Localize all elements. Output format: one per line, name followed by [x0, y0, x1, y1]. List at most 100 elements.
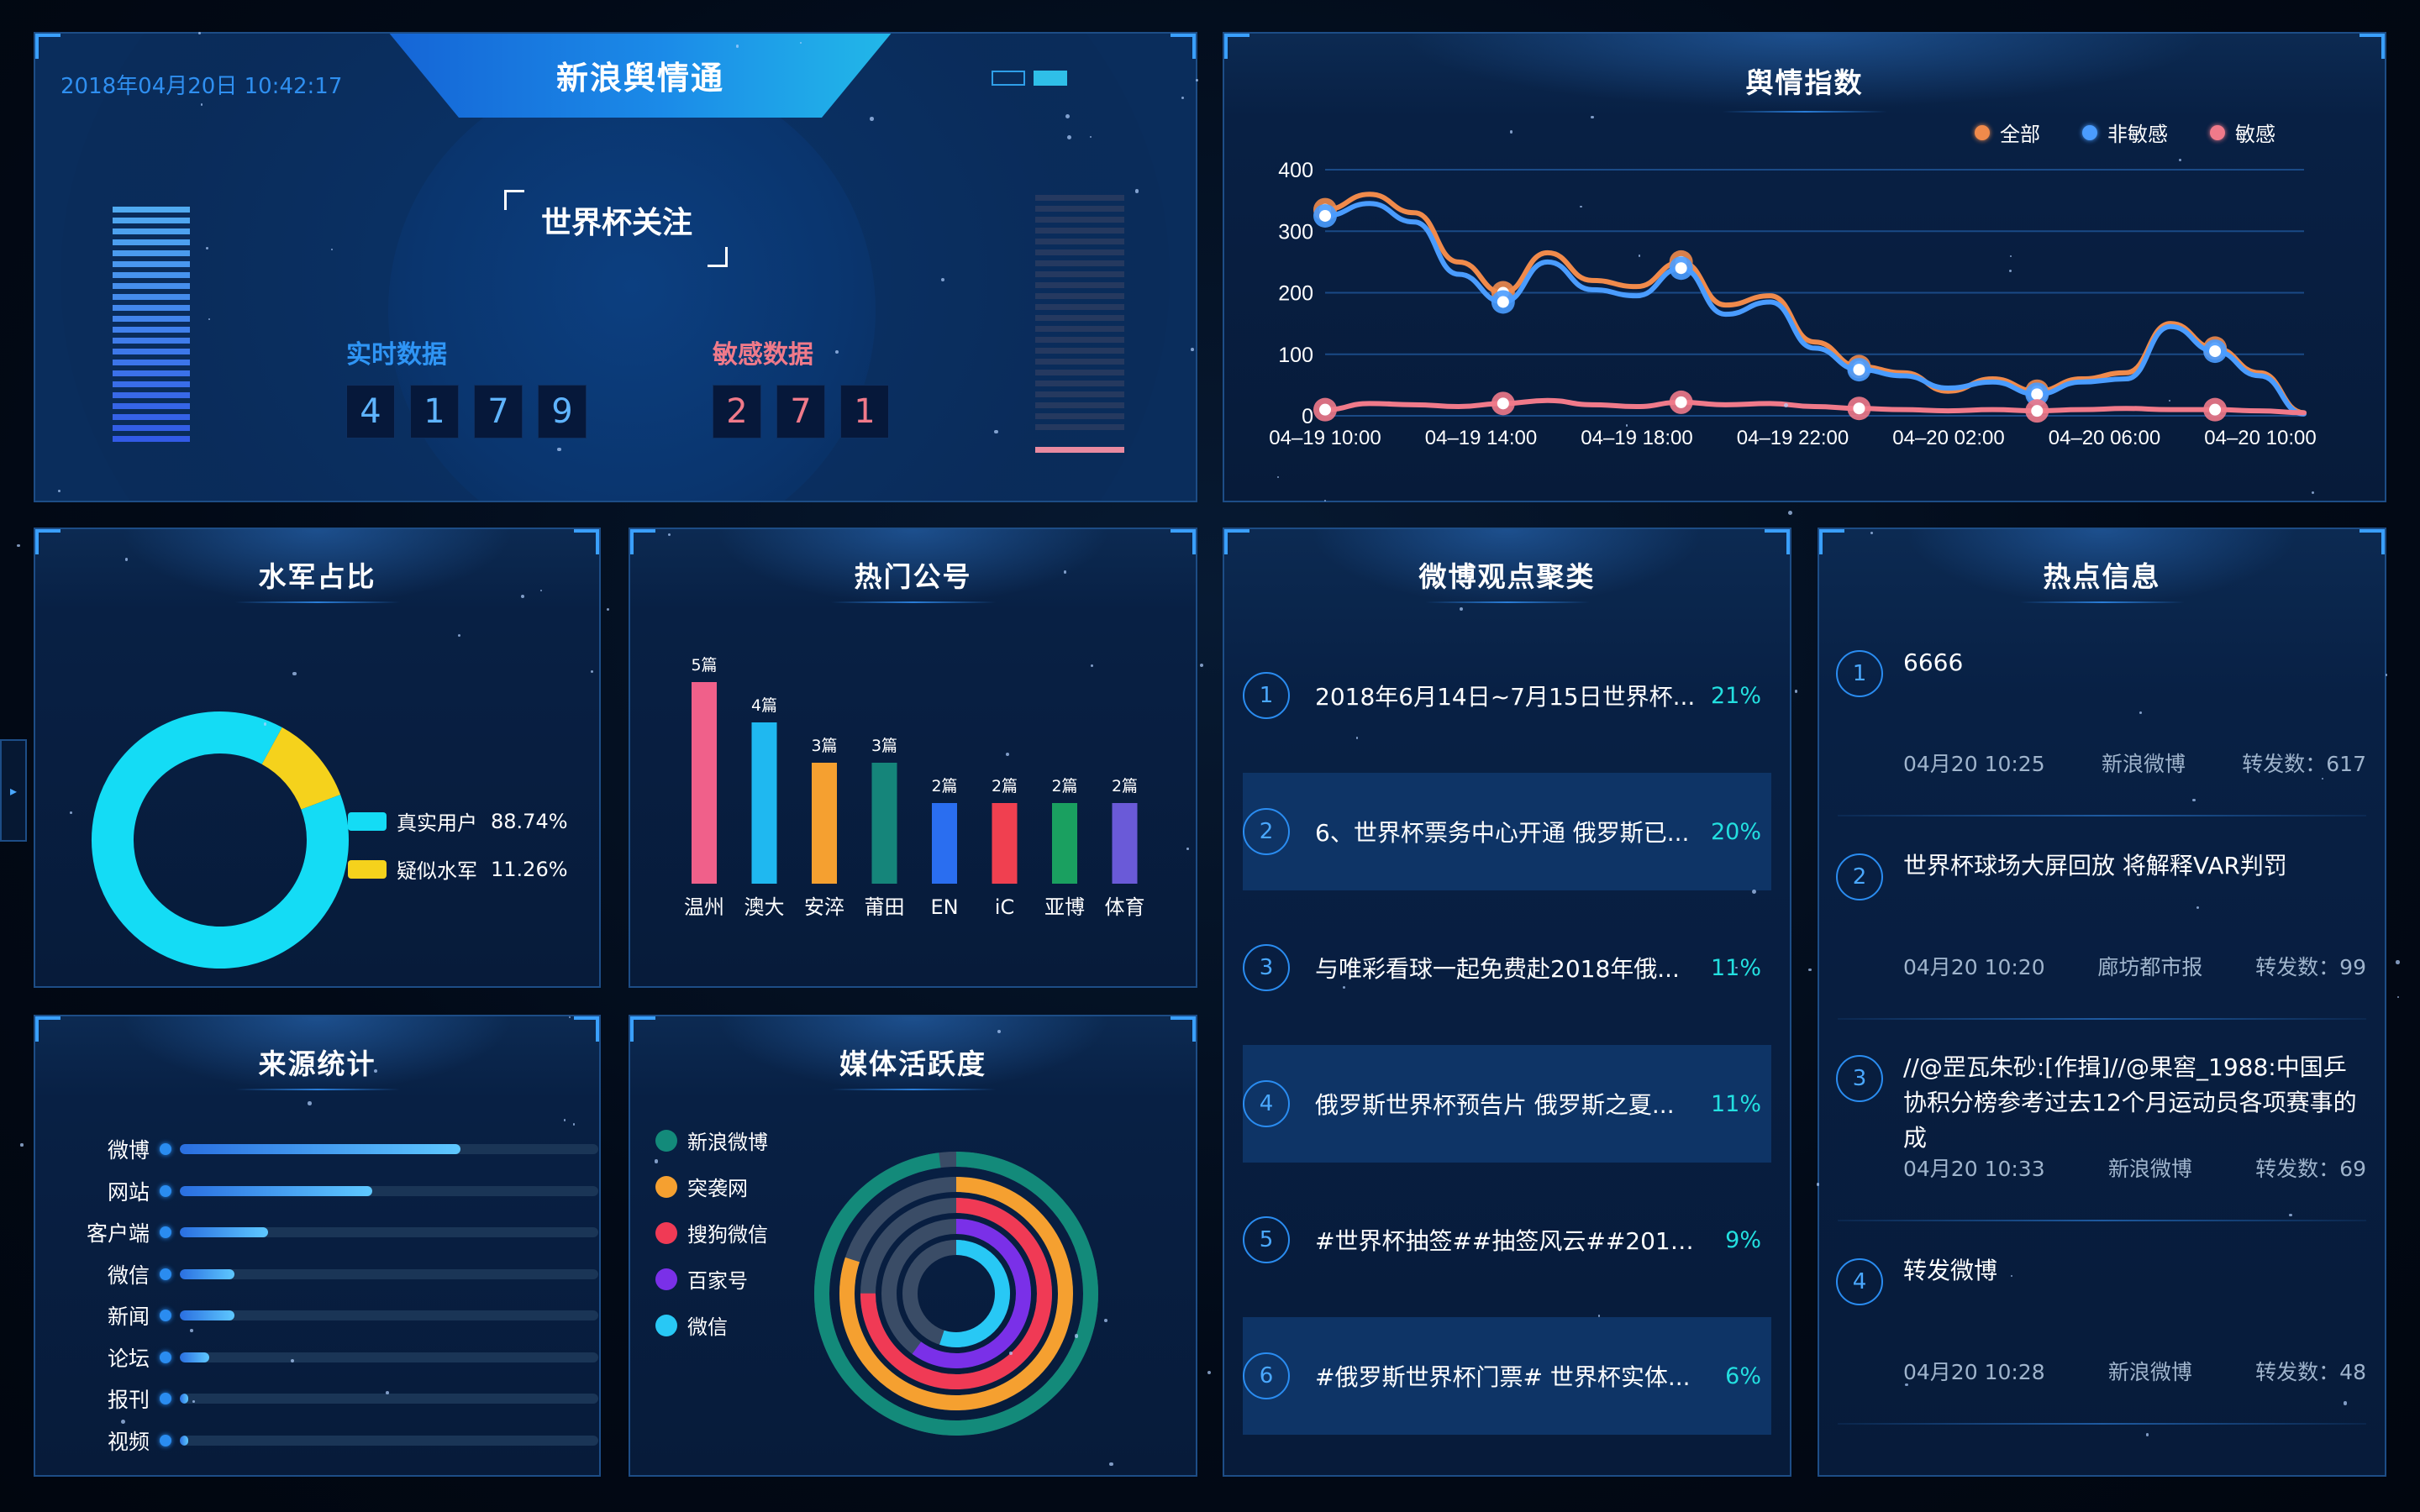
level-bar-segment — [1035, 326, 1124, 332]
star-dot — [2192, 798, 2196, 801]
source-dot-icon — [160, 1184, 171, 1197]
source-label: 网站 — [107, 1179, 150, 1205]
star-dot — [2385, 674, 2388, 676]
cluster-row[interactable]: 5 #世界杯抽签##抽签风云##2018俄... 9% — [1243, 1181, 1771, 1299]
legend-swatch — [348, 811, 387, 831]
star-dot — [1808, 968, 1812, 972]
weibo-clusters-title: 微博观点聚类 — [1418, 560, 1596, 593]
source-bar-track — [180, 1310, 598, 1320]
star-dot — [572, 1123, 576, 1126]
water-army-panel: 水军占比 真实用户 88.74% 疑似水军 11.26% — [34, 528, 601, 988]
header-toggle-icons[interactable] — [992, 71, 1067, 86]
level-bar-segment — [113, 283, 190, 289]
series-point-center — [1319, 209, 1331, 222]
star-dot — [1181, 97, 1185, 100]
x-tick-label: 04–19 22:00 — [1737, 427, 1849, 449]
source-row: 视频 — [69, 1425, 598, 1456]
donut-slice — [260, 727, 341, 811]
star-dot — [385, 1391, 389, 1395]
source-row: 报刊 — [69, 1383, 598, 1414]
counter-digit: 4 — [346, 385, 395, 438]
star-dot — [1459, 607, 1463, 612]
bar-category-label: 体育 — [1105, 895, 1145, 919]
legend-label: 微信 — [687, 1315, 728, 1339]
item-divider — [1838, 815, 2366, 816]
cluster-row[interactable]: 6 #俄罗斯世界杯门票# 世界杯实体... 6% — [1243, 1317, 1771, 1435]
ring-arc-3 — [881, 1219, 1031, 1368]
star-dot — [1510, 130, 1513, 134]
hot-info-title[interactable]: //@罡瓦朱砂:[作揖]//@果窖_1988:中国乒协积分榜参考过去12个月运动… — [1903, 1053, 2357, 1152]
star-dot — [208, 318, 211, 321]
level-bar-segment — [1035, 348, 1124, 354]
y-tick-label: 300 — [1278, 220, 1313, 244]
star-dot — [2311, 491, 2315, 495]
level-bar-segment — [1035, 271, 1124, 277]
star-dot — [1090, 136, 1092, 139]
source-bar-track — [180, 1435, 598, 1446]
star-dot — [205, 246, 209, 250]
series-point-center — [1853, 364, 1865, 376]
star-dot — [190, 1328, 193, 1332]
star-dot — [192, 1400, 196, 1403]
cluster-text: 与唯彩看球一起免费赴2018年俄... — [1315, 955, 1680, 983]
source-row: 新闻 — [69, 1300, 598, 1331]
title-underline — [234, 601, 400, 603]
hot-info-title[interactable]: 世界杯球场大屏回放 将解释VAR判罚 — [1903, 852, 2287, 879]
legend-item: 搜狗微信 — [655, 1218, 768, 1247]
level-bar-segment — [113, 349, 190, 354]
hot-info-title[interactable]: 6666 — [1903, 648, 1964, 676]
level-bar-segment — [1035, 402, 1124, 408]
star-dot — [2396, 995, 2400, 999]
star-dot — [1816, 1183, 1820, 1186]
series-point-center — [1497, 296, 1509, 308]
series-line-2 — [1323, 397, 2307, 416]
bar-1 — [751, 722, 777, 884]
hot-info-title[interactable]: 转发微博 — [1903, 1257, 1998, 1284]
cluster-text: 6、世界杯票务中心开通 俄罗斯已... — [1315, 819, 1690, 847]
rank-number: 2 — [1836, 853, 1883, 900]
star-dot — [2009, 270, 2012, 273]
level-bar-segment — [1035, 304, 1124, 310]
counter-digit: 1 — [840, 385, 889, 438]
star-dot — [735, 45, 739, 48]
title-underline — [830, 1089, 996, 1090]
y-tick-label: 0 — [1302, 405, 1313, 428]
rank-number: 5 — [1243, 1216, 1290, 1263]
source-bar-fill — [180, 1352, 209, 1362]
star-dot — [1207, 1370, 1211, 1374]
cluster-row[interactable]: 1 2018年6月14日~7月15日世界杯... 21% — [1243, 637, 1771, 754]
bar-4 — [932, 803, 957, 884]
star-dot — [291, 1359, 295, 1363]
source-label: 微博 — [107, 1138, 150, 1163]
star-dot — [1186, 848, 1189, 850]
level-bar-segment — [1035, 228, 1124, 234]
legend-dot-icon — [655, 1129, 677, 1152]
sentiment-legend: 全部 非敏感 敏感 — [1975, 118, 2275, 147]
ring-arc-4 — [902, 1240, 1010, 1347]
rank-number: 4 — [1836, 1258, 1883, 1305]
level-bar-segment — [113, 218, 190, 223]
rank-number: 3 — [1243, 944, 1290, 991]
hot-accounts-title: 热门公号 — [854, 560, 972, 593]
legend-dot-icon — [2082, 124, 2097, 140]
star-dot — [1104, 1319, 1107, 1322]
cluster-row[interactable]: 2 6、世界杯票务中心开通 俄罗斯已... 20% — [1243, 773, 1771, 890]
app-title: 新浪舆情通 — [555, 60, 724, 97]
media-activity-panel: 媒体活跃度 新浪微博 突袭网 搜狗微信 百家号 微信 — [629, 1015, 1197, 1477]
level-bar-segment — [113, 207, 190, 213]
source-bar-track — [180, 1268, 598, 1279]
level-bar-segment — [113, 228, 190, 234]
bar-0 — [692, 682, 717, 884]
hot-info-reposts: 转发数：99 — [2255, 955, 2366, 979]
star-dot — [2343, 1401, 2348, 1405]
side-expand-handle[interactable]: ▸ — [0, 739, 27, 842]
filled-rect-icon[interactable] — [1034, 71, 1067, 86]
star-dot — [668, 533, 671, 536]
source-stats-title: 来源统计 — [258, 1047, 376, 1080]
hot-info-time: 04月20 10:25 — [1903, 752, 2045, 776]
outline-rect-icon[interactable] — [992, 71, 1025, 86]
cluster-row[interactable]: 3 与唯彩看球一起免费赴2018年俄... 11% — [1243, 909, 1771, 1026]
source-label: 论坛 — [107, 1346, 150, 1371]
cluster-row[interactable]: 4 俄罗斯世界杯预告片 俄罗斯之夏... 11% — [1243, 1045, 1771, 1163]
